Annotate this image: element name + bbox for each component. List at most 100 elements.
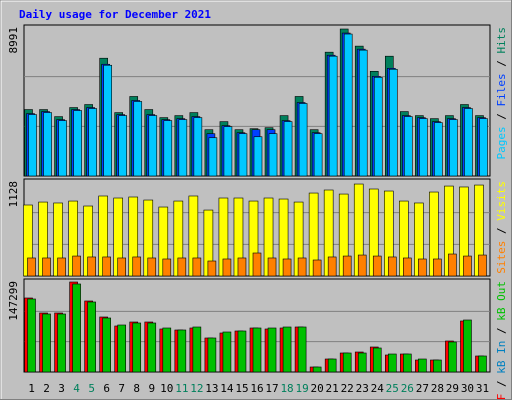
bar <box>58 120 67 177</box>
bar <box>267 327 277 373</box>
x-tick-label: 10 <box>160 382 173 395</box>
bar <box>479 118 488 177</box>
bar <box>223 126 233 177</box>
bar <box>222 258 232 277</box>
bar <box>464 108 473 177</box>
x-tick-label: 6 <box>103 382 110 395</box>
bar <box>448 341 457 373</box>
x-tick-label: 15 <box>235 382 248 395</box>
bar <box>103 64 112 177</box>
x-tick-label: 4 <box>73 382 80 395</box>
bar <box>448 253 457 277</box>
x-tick-label: 14 <box>220 382 234 395</box>
x-tick-label: 30 <box>461 382 474 395</box>
legend-separator: / <box>495 113 508 120</box>
x-tick-label: 8 <box>133 382 140 395</box>
x-tick-label: 3 <box>58 382 65 395</box>
bar <box>192 326 202 373</box>
bar <box>27 298 36 373</box>
bar <box>297 257 307 277</box>
x-tick-label: 16 <box>250 382 263 395</box>
bar <box>342 352 352 373</box>
x-tick-label: 1 <box>28 382 35 395</box>
y-tick-label: 147299 <box>7 281 20 321</box>
x-tick-label: 21 <box>326 382 339 395</box>
bar <box>57 313 66 373</box>
bar <box>253 136 263 177</box>
y-tick-label: 1128 <box>7 181 20 208</box>
bar <box>42 313 51 373</box>
bar <box>283 121 293 177</box>
bar <box>343 33 353 177</box>
bar <box>72 255 81 277</box>
bar <box>298 103 308 177</box>
bar <box>418 358 427 373</box>
bar <box>449 119 458 177</box>
bar <box>434 122 443 177</box>
bar <box>327 358 337 373</box>
bar <box>357 352 367 373</box>
x-tick-label: 17 <box>265 382 278 395</box>
legend-entry: Files <box>495 73 508 106</box>
bar <box>373 77 383 177</box>
bar <box>132 256 142 277</box>
bar <box>282 258 292 277</box>
bar <box>177 329 187 373</box>
x-tick-label: 2 <box>43 382 50 395</box>
legend-entry: Sites <box>495 241 508 274</box>
bar <box>342 255 352 277</box>
bar <box>72 283 81 373</box>
bar <box>388 68 398 177</box>
bar <box>147 322 157 373</box>
bar <box>192 257 202 277</box>
bar <box>208 137 218 177</box>
bar <box>132 322 142 373</box>
bar <box>478 254 487 277</box>
bar <box>358 49 368 177</box>
bar <box>237 330 247 373</box>
legend-entry: Pages <box>495 126 508 159</box>
y-tick-label: 8991 <box>7 27 20 54</box>
bar <box>419 118 428 177</box>
bar <box>418 258 427 277</box>
bar <box>73 110 82 177</box>
bar <box>372 255 382 277</box>
bar <box>162 327 172 373</box>
bar <box>162 258 172 277</box>
bar <box>118 115 128 177</box>
bar <box>238 133 248 177</box>
x-tick-label: 9 <box>148 382 155 395</box>
bar <box>433 359 442 373</box>
bar <box>102 317 111 373</box>
bar <box>42 257 51 277</box>
bar <box>117 324 127 373</box>
bar <box>27 257 36 277</box>
bar <box>297 326 307 373</box>
x-tick-label: 22 <box>341 382 354 395</box>
bar <box>282 326 292 373</box>
legend-entry: kB Out <box>495 281 508 321</box>
legend-entry: kB In <box>495 341 508 374</box>
x-tick-label: 25 <box>386 382 399 395</box>
x-tick-label: 13 <box>205 382 218 395</box>
bar <box>387 353 397 373</box>
x-tick-label: 27 <box>416 382 429 395</box>
bar <box>87 256 96 277</box>
x-tick-label: 19 <box>295 382 308 395</box>
x-tick-label: 12 <box>190 382 203 395</box>
bar <box>28 114 37 177</box>
bar <box>463 319 472 373</box>
bar <box>193 117 203 177</box>
bar <box>357 254 367 277</box>
legend: Sites / Visits <box>495 181 508 274</box>
bar <box>312 366 322 373</box>
bar <box>478 355 487 373</box>
legend-separator: / <box>495 380 508 387</box>
bar <box>403 257 412 277</box>
bar <box>177 257 187 277</box>
legend-separator: / <box>495 227 508 234</box>
bar <box>252 327 262 373</box>
bar <box>267 257 277 277</box>
x-tick-label: 23 <box>356 382 369 395</box>
